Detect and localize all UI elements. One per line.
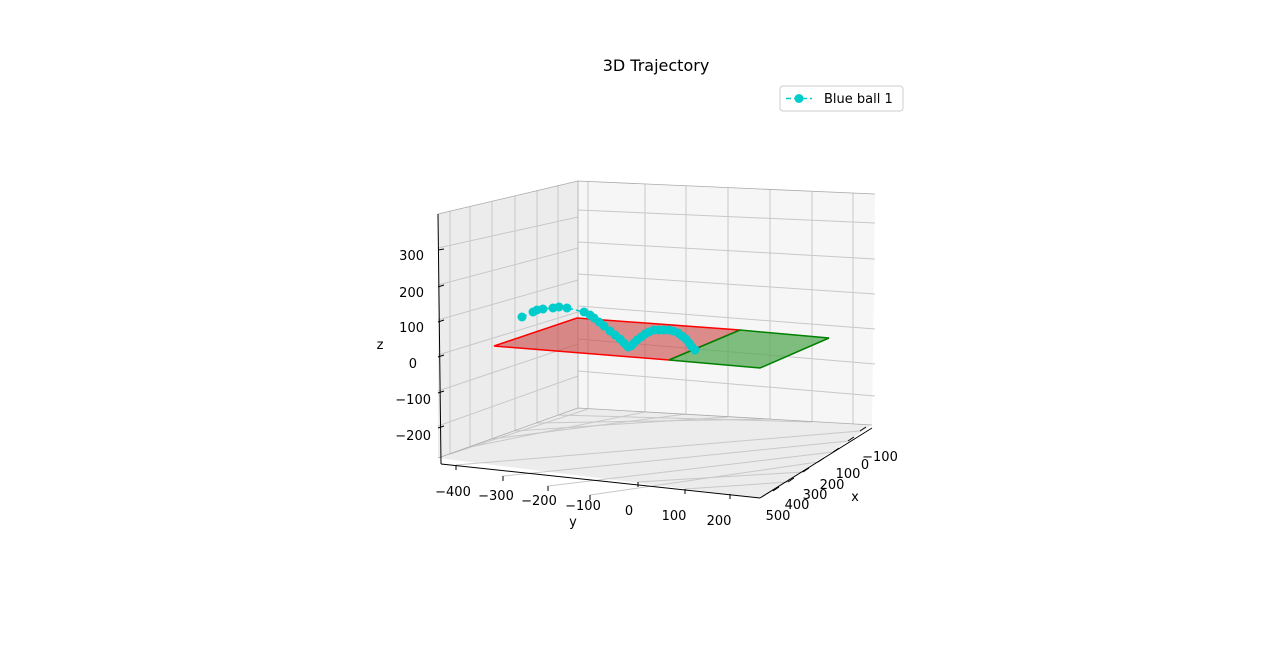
grid-line: [557, 414, 813, 423]
grid-line: [437, 247, 579, 286]
svg-text:500: 500: [766, 509, 791, 524]
svg-text:−100: −100: [862, 450, 898, 465]
svg-text:−200: −200: [521, 494, 557, 509]
x-tick: 300: [803, 467, 828, 503]
y-tick: −400: [435, 465, 471, 500]
x-axis-label: x: [851, 490, 859, 505]
chart-title: 3D Trajectory: [603, 56, 710, 75]
floor-pane: [438, 408, 872, 498]
svg-text:200: 200: [820, 478, 845, 493]
pane-edge: [437, 407, 873, 459]
data-point: [554, 302, 564, 312]
legend-label: Blue ball 1: [824, 92, 893, 107]
y-tick: 0: [625, 482, 639, 519]
svg-text:400: 400: [785, 498, 810, 513]
svg-text:200: 200: [707, 514, 732, 529]
grid-line: [437, 216, 579, 249]
y-axis-label: y: [569, 515, 577, 530]
svg-text:100: 100: [399, 321, 424, 336]
svg-text:−400: −400: [435, 485, 471, 500]
svg-text:0: 0: [409, 357, 417, 372]
x-axis-line: [759, 427, 873, 499]
data-point: [562, 303, 572, 313]
grid-line: [437, 279, 579, 321]
svg-text:0: 0: [861, 458, 869, 473]
x-tick: 500: [766, 486, 791, 524]
z-tick: 300: [399, 248, 445, 264]
data-point: [599, 321, 609, 331]
svg-text:−100: −100: [395, 393, 431, 408]
grid-line: [577, 241, 876, 260]
y-tick: 200: [707, 494, 732, 529]
y-tick: 100: [662, 489, 687, 524]
axes-panes: [438, 181, 875, 498]
x-tick: 100: [832, 447, 861, 482]
legend-marker: [794, 94, 804, 103]
data-point: [538, 304, 548, 314]
grid-line: [577, 273, 876, 295]
axes-edges: [437, 180, 876, 459]
z-axis-line: [437, 213, 442, 465]
x-tick: 400: [785, 477, 810, 513]
grid-line: [437, 375, 579, 427]
legend-box: [779, 85, 904, 112]
grid-line: [455, 430, 861, 466]
svg-text:100: 100: [662, 509, 687, 524]
svg-text:300: 300: [399, 249, 424, 264]
z-tick-labels: 300 200 100 0 −100 −200: [395, 248, 445, 444]
data-point: [690, 345, 700, 355]
z-tick: −200: [395, 425, 445, 444]
grid-line: [469, 411, 646, 448]
x-tick: −100: [859, 426, 898, 465]
svg-text:−100: −100: [565, 499, 601, 514]
svg-text:0: 0: [625, 504, 633, 519]
y-tick-labels: −400 −300 −200 −100 0 100 200: [435, 465, 731, 529]
z-axis-label: z: [377, 338, 384, 353]
grid-line: [577, 370, 876, 397]
y-tick: −300: [478, 476, 514, 504]
svg-text:300: 300: [803, 488, 828, 503]
grid-line: [437, 311, 579, 356]
y-tick: −200: [521, 486, 557, 509]
series-blue-ball-1: [517, 302, 700, 355]
z-tick: 100: [399, 319, 445, 336]
x-tick: 0: [847, 436, 869, 473]
grid-line: [577, 305, 876, 330]
grid-line: [437, 343, 579, 392]
svg-text:−300: −300: [478, 489, 514, 504]
z-tick: 200: [399, 284, 445, 301]
grid-line: [684, 481, 789, 490]
y-tick: −100: [565, 495, 601, 514]
z-tick: −100: [395, 390, 445, 408]
grid-line: [577, 209, 876, 224]
trajectory-markers: [517, 302, 700, 355]
back-pane-right: [578, 181, 875, 425]
green-plane: [668, 329, 830, 369]
svg-text:−200: −200: [395, 429, 431, 444]
svg-text:100: 100: [836, 467, 861, 482]
grid-line: [637, 471, 804, 483]
z-tick: 0: [409, 354, 445, 372]
grid-line: [502, 440, 849, 477]
axis-lines: [437, 213, 873, 499]
legend: Blue ball 1: [779, 85, 904, 112]
grid-line: [514, 416, 729, 432]
svg-text:200: 200: [399, 286, 424, 301]
x-tick-labels: −100 0 100 200 300 400 500: [766, 426, 898, 524]
data-point: [517, 312, 527, 322]
x-tick: 200: [817, 457, 845, 493]
y-axis-line: [440, 463, 761, 499]
